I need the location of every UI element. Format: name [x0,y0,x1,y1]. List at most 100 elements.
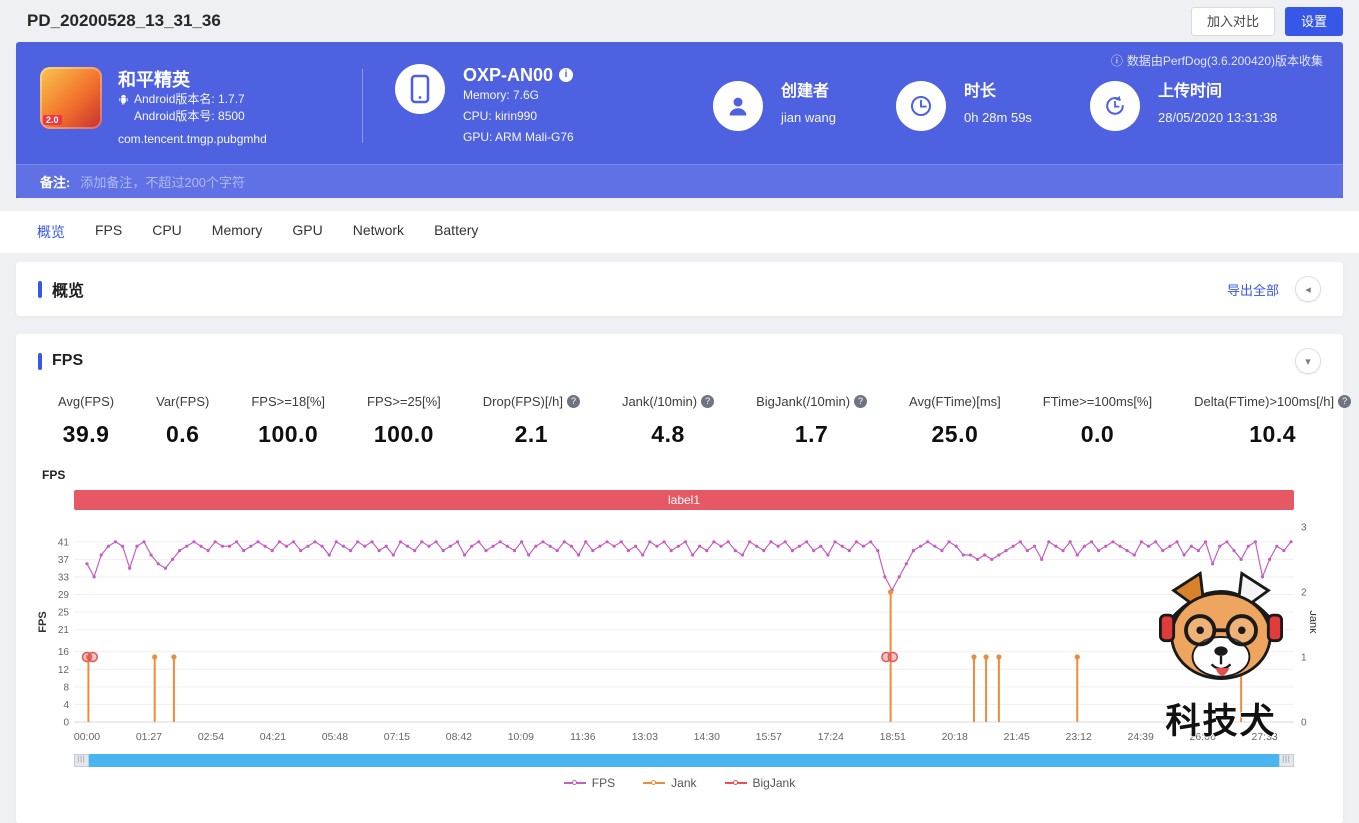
export-all-link[interactable]: 导出全部 [1227,280,1279,299]
scrollbar-track[interactable] [89,754,1279,767]
user-icon [713,81,763,131]
stat-jank-10min: Jank(/10min)?4.8 [622,394,714,448]
svg-text:4: 4 [63,700,69,711]
help-icon[interactable]: ? [701,395,714,408]
svg-text:26:06: 26:06 [1190,731,1216,743]
device-model: OXP-AN00 [463,65,553,85]
android-icon [118,93,129,106]
creator-value: jian wang [781,110,836,125]
creator-label: 创建者 [781,82,836,102]
svg-text:33: 33 [58,572,70,583]
stat-value: 100.0 [367,421,441,448]
remark-input[interactable]: 备注: 添加备注，不超过200个字符 [16,164,1343,198]
app-icon-badge: 2.0 [43,115,62,125]
stat-value: 0.0 [1043,421,1152,448]
stat-label: Var(FPS) [156,394,209,409]
tab-概览[interactable]: 概览 [22,211,80,253]
stat-avg-fps: Avg(FPS) 39.9 [58,394,114,448]
android-version-name: Android版本名: 1.7.7 [134,91,245,108]
device-block: OXP-AN00 i Memory: 7.6G CPU: kirin990 GP… [395,64,713,148]
tab-memory[interactable]: Memory [197,211,278,253]
stat-value: 0.6 [156,421,209,448]
stat-avg-ftime-ms: Avg(FTime)[ms]25.0 [909,394,1001,448]
chart-corner-label: FPS [42,468,1323,482]
svg-text:13:03: 13:03 [632,731,658,743]
legend-item-bigjank[interactable]: BigJank [725,776,796,790]
svg-text:1: 1 [1301,653,1307,664]
stat-value: 39.9 [58,421,114,448]
fps-line-chart[interactable]: 4137332925211612840321000:0001:2702:5404… [36,514,1316,754]
fps-chart-area: FPS label1 4137332925211612840321000:000… [16,468,1343,804]
help-icon[interactable]: ? [1338,395,1351,408]
duration-block: 时长 0h 28m 59s [896,81,1090,131]
info-circle-icon: ⓘ [1111,52,1123,69]
stat-bigjank-10min: BigJank(/10min)?1.7 [756,394,867,448]
stat-drop-fps-h: Drop(FPS)[/h]?2.1 [483,394,580,448]
stat-label: Avg(FTime)[ms] [909,394,1001,409]
legend-item-fps[interactable]: FPS [564,776,615,790]
settings-button[interactable]: 设置 [1285,7,1343,36]
stat-value: 100.0 [251,421,325,448]
app-package: com.tencent.tmgp.pubgmhd [118,132,267,146]
remark-placeholder: 添加备注，不超过200个字符 [80,172,245,191]
svg-text:00:00: 00:00 [74,731,100,743]
svg-text:21:45: 21:45 [1004,731,1030,743]
svg-text:16: 16 [58,647,70,658]
svg-text:18:51: 18:51 [880,731,906,743]
svg-text:20:18: 20:18 [942,731,968,743]
collapse-left-button[interactable]: ◂ [1295,276,1321,302]
stat-delta-ftime-100ms-h: Delta(FTime)>100ms[/h]? 10.4 [1194,394,1351,448]
stat-label: Avg(FPS) [58,394,114,409]
collapse-down-button[interactable]: ▾ [1295,348,1321,374]
legend-swatch [564,782,586,784]
tab-network[interactable]: Network [338,211,419,253]
legend-label: Jank [671,776,696,790]
tab-battery[interactable]: Battery [419,211,493,253]
svg-text:02:54: 02:54 [198,731,224,743]
svg-text:17:24: 17:24 [818,731,844,743]
help-icon[interactable]: ? [854,395,867,408]
fps-panel-title: FPS [52,352,83,370]
stat-fps-25: FPS>=25[%] 100.0 [367,394,441,448]
svg-text:25: 25 [58,608,70,619]
collect-note: ⓘ 数据由PerfDog(3.6.200420)版本收集 [1111,52,1323,69]
duration-label: 时长 [964,82,1032,102]
legend-item-jank[interactable]: Jank [643,776,696,790]
tab-fps[interactable]: FPS [80,211,137,253]
device-info-icon[interactable]: i [559,68,573,82]
tab-cpu[interactable]: CPU [137,211,197,253]
add-compare-button[interactable]: 加入对比 [1191,7,1275,36]
topbar: PD_20200528_13_31_36 加入对比 设置 [0,0,1359,40]
stat-value: 10.4 [1194,421,1351,448]
svg-text:08:42: 08:42 [446,731,472,743]
svg-text:8: 8 [63,682,69,693]
stat-label: Delta(FTime)>100ms[/h]? [1194,394,1351,409]
tab-gpu[interactable]: GPU [277,211,337,253]
legend-swatch [643,782,665,784]
svg-text:0: 0 [1301,718,1307,729]
duration-value: 0h 28m 59s [964,110,1032,125]
scrollbar-left-handle[interactable]: ||| [74,754,89,767]
svg-text:12: 12 [58,665,70,676]
topbar-buttons: 加入对比 设置 [1191,7,1343,36]
chart-legend: FPS Jank BigJank [36,776,1323,804]
svg-text:01:27: 01:27 [136,731,162,743]
app-block: 2.0 和平精英 Android版本名: 1.7.7 Android版本号: 8… [40,67,362,146]
stat-label: FTime>=100ms[%] [1043,394,1152,409]
help-icon[interactable]: ? [567,395,580,408]
overview-card: 概览 导出全部 ◂ [16,262,1343,316]
app-name: 和平精英 [118,69,267,91]
svg-text:21: 21 [58,625,70,636]
stat-label: Jank(/10min)? [622,394,714,409]
stat-label: BigJank(/10min)? [756,394,867,409]
svg-text:37: 37 [58,555,70,566]
scrollbar-right-handle[interactable]: ||| [1279,754,1294,767]
stat-label: Drop(FPS)[/h]? [483,394,580,409]
android-version-code: Android版本号: 8500 [134,108,245,125]
svg-text:15:57: 15:57 [756,731,782,743]
device-cpu: CPU: kirin990 [463,106,574,127]
svg-text:04:21: 04:21 [260,731,286,743]
page-title: PD_20200528_13_31_36 [27,11,221,31]
legend-label: FPS [592,776,615,790]
stat-label: FPS>=25[%] [367,394,441,409]
